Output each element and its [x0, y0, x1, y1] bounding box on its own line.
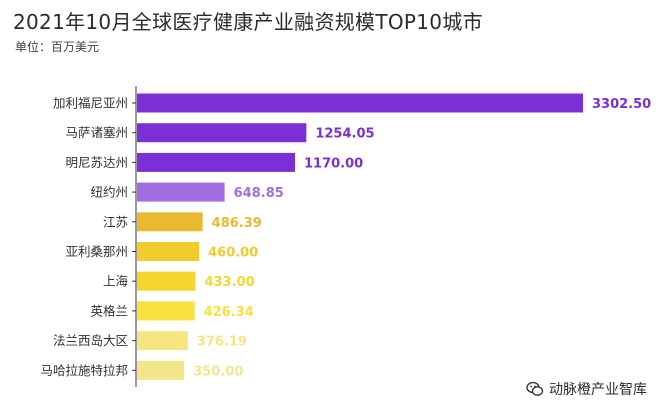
category-label: 马萨诸塞州 — [65, 125, 128, 140]
unit-label: 单位：百万美元 — [15, 40, 100, 54]
value-label: 3302.50 — [592, 97, 651, 112]
bar — [137, 360, 185, 380]
bar — [137, 152, 296, 172]
bar — [137, 271, 196, 291]
category-label: 上海 — [103, 274, 129, 289]
value-label: 426.34 — [204, 305, 254, 320]
category-label: 法兰西岛大区 — [53, 333, 128, 348]
watermark-text: 动脉橙产业智库 — [549, 382, 647, 398]
bar — [137, 123, 307, 143]
bar — [137, 242, 200, 261]
watermark: 动脉橙产业智库 — [526, 379, 647, 399]
value-label: 1254.05 — [315, 127, 374, 142]
bar — [137, 182, 225, 202]
value-label: 433.00 — [204, 275, 254, 290]
value-label: 1170.00 — [304, 156, 363, 171]
value-label: 376.19 — [197, 335, 247, 350]
category-label: 英格兰 — [90, 303, 128, 318]
value-label: 460.00 — [208, 246, 258, 261]
value-label: 350.00 — [193, 364, 243, 379]
category-label: 江苏 — [103, 214, 128, 229]
chart-title: 2021年10月全球医疗健康产业融资规模TOP10城市 — [13, 10, 483, 34]
category-label: 加利福尼亚州 — [53, 96, 128, 111]
wechat-icon — [526, 381, 544, 396]
bar — [137, 93, 583, 113]
bar — [137, 212, 203, 232]
category-label: 纽约州 — [90, 185, 128, 200]
value-label: 648.85 — [234, 186, 284, 201]
category-label: 马哈拉施特拉邦 — [40, 363, 128, 378]
category-label: 亚利桑那州 — [65, 244, 128, 259]
bar — [137, 331, 188, 351]
category-label: 明尼苏达州 — [65, 155, 128, 170]
bar — [137, 301, 195, 321]
value-label: 486.39 — [212, 216, 262, 231]
